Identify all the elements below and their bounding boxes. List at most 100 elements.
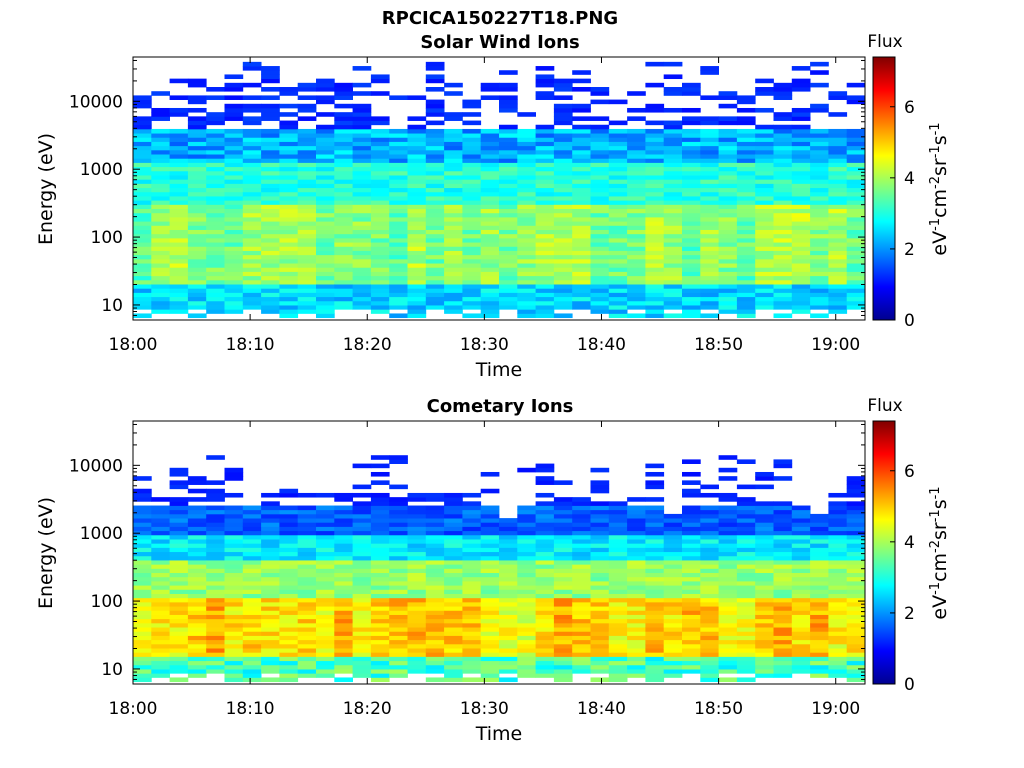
heatmap-cell bbox=[572, 237, 591, 243]
heatmap-cell bbox=[846, 179, 866, 184]
heatmap-cell bbox=[169, 300, 189, 306]
heatmap-cell bbox=[736, 572, 756, 578]
heatmap-cell bbox=[425, 196, 445, 201]
heatmap-cell bbox=[572, 288, 591, 293]
heatmap-cell bbox=[773, 116, 793, 121]
heatmap-cell bbox=[608, 509, 628, 515]
heatmap-cell bbox=[810, 258, 829, 264]
heatmap-cell bbox=[773, 555, 793, 561]
heatmap-cell bbox=[663, 187, 683, 193]
heatmap-cell bbox=[700, 643, 719, 649]
heatmap-cell bbox=[590, 237, 610, 243]
heatmap-cell bbox=[480, 141, 500, 147]
heatmap-cell bbox=[736, 258, 756, 264]
heatmap-cell bbox=[151, 551, 170, 557]
heatmap-cell bbox=[590, 669, 610, 674]
heatmap-cell bbox=[810, 162, 829, 168]
heatmap-cell bbox=[279, 229, 299, 235]
heatmap-cell bbox=[663, 217, 683, 222]
heatmap-cell bbox=[224, 656, 244, 662]
heatmap-cell bbox=[480, 530, 500, 536]
heatmap-cell bbox=[334, 618, 353, 624]
heatmap-cell bbox=[334, 530, 353, 536]
panel-solar-wind: Solar Wind Ions 18:00 18:10 18:20 18:30 18:4… bbox=[35, 32, 951, 381]
colorbar-tick-label: 6 bbox=[904, 98, 915, 118]
heatmap-cell bbox=[169, 305, 189, 310]
heatmap-cell bbox=[480, 300, 500, 306]
heatmap-cell bbox=[608, 539, 628, 544]
heatmap-cell bbox=[535, 296, 555, 302]
heatmap-cell bbox=[407, 212, 427, 218]
heatmap-cell bbox=[462, 300, 482, 306]
heatmap-cell bbox=[627, 518, 646, 523]
heatmap-cell bbox=[261, 250, 280, 256]
heatmap-cell bbox=[682, 509, 701, 515]
heatmap-cell bbox=[480, 677, 500, 683]
heatmap-cell bbox=[535, 627, 555, 632]
heatmap-cell bbox=[297, 614, 317, 620]
heatmap-cell bbox=[846, 212, 866, 218]
heatmap-cell bbox=[572, 154, 591, 159]
heatmap-cell bbox=[334, 288, 353, 293]
heatmap-cell bbox=[627, 601, 646, 607]
heatmap-cell bbox=[316, 513, 335, 519]
heatmap-cell bbox=[590, 530, 610, 536]
heatmap-cell bbox=[297, 137, 317, 142]
heatmap-cell bbox=[791, 631, 811, 636]
heatmap-cell bbox=[389, 305, 408, 310]
heatmap-cell bbox=[810, 610, 829, 615]
heatmap-cell bbox=[224, 128, 244, 134]
heatmap-cell bbox=[718, 246, 738, 251]
heatmap-cell bbox=[242, 204, 262, 210]
heatmap-cell bbox=[242, 576, 262, 582]
heatmap-cell bbox=[663, 242, 683, 247]
heatmap-cell bbox=[334, 669, 353, 674]
heatmap-cell bbox=[352, 585, 372, 590]
heatmap-cell bbox=[370, 614, 390, 620]
heatmap-cell bbox=[645, 635, 665, 641]
heatmap-cell bbox=[663, 568, 683, 574]
heatmap-cell bbox=[279, 539, 299, 544]
heatmap-cell bbox=[279, 601, 299, 607]
heatmap-cell bbox=[370, 275, 390, 281]
heatmap-cell bbox=[279, 149, 299, 155]
heatmap-cell bbox=[187, 204, 207, 210]
heatmap-cell bbox=[133, 530, 152, 536]
heatmap-cell bbox=[663, 305, 683, 310]
heatmap-cell bbox=[736, 601, 756, 607]
heatmap-cell bbox=[828, 539, 848, 544]
x-tick-label: 18:30 bbox=[460, 699, 509, 719]
heatmap-cell bbox=[828, 263, 848, 268]
heatmap-cell bbox=[773, 221, 793, 226]
heatmap-cell bbox=[334, 166, 353, 172]
heatmap-cell bbox=[151, 560, 170, 565]
heatmap-cell bbox=[169, 555, 189, 561]
heatmap-cell bbox=[590, 200, 610, 205]
heatmap-cell bbox=[462, 196, 482, 201]
heatmap-cell bbox=[133, 572, 152, 578]
heatmap-cell bbox=[590, 589, 610, 594]
heatmap-cell bbox=[352, 610, 372, 615]
colorbar-tick-label: 6 bbox=[904, 462, 915, 482]
heatmap-cell bbox=[389, 275, 408, 281]
heatmap-cell bbox=[444, 568, 463, 574]
heatmap-cell bbox=[480, 225, 500, 230]
heatmap-cell bbox=[700, 271, 719, 277]
heatmap-cell bbox=[316, 669, 335, 674]
heatmap-cell bbox=[535, 246, 555, 251]
heatmap-cell bbox=[590, 539, 610, 544]
heatmap-cell bbox=[169, 95, 189, 100]
heatmap-cell bbox=[718, 183, 738, 189]
heatmap-cell bbox=[736, 614, 756, 620]
heatmap-cell bbox=[297, 200, 317, 205]
heatmap-cell bbox=[773, 175, 793, 180]
heatmap-cell bbox=[169, 660, 189, 666]
heatmap-cell bbox=[480, 551, 500, 557]
heatmap-cell bbox=[535, 526, 555, 532]
heatmap-cell bbox=[846, 170, 866, 176]
heatmap-cell bbox=[535, 560, 555, 565]
heatmap-cell bbox=[517, 513, 536, 519]
heatmap-cell bbox=[480, 631, 500, 636]
heatmap-cell bbox=[389, 133, 408, 138]
heatmap-cell bbox=[755, 145, 774, 151]
